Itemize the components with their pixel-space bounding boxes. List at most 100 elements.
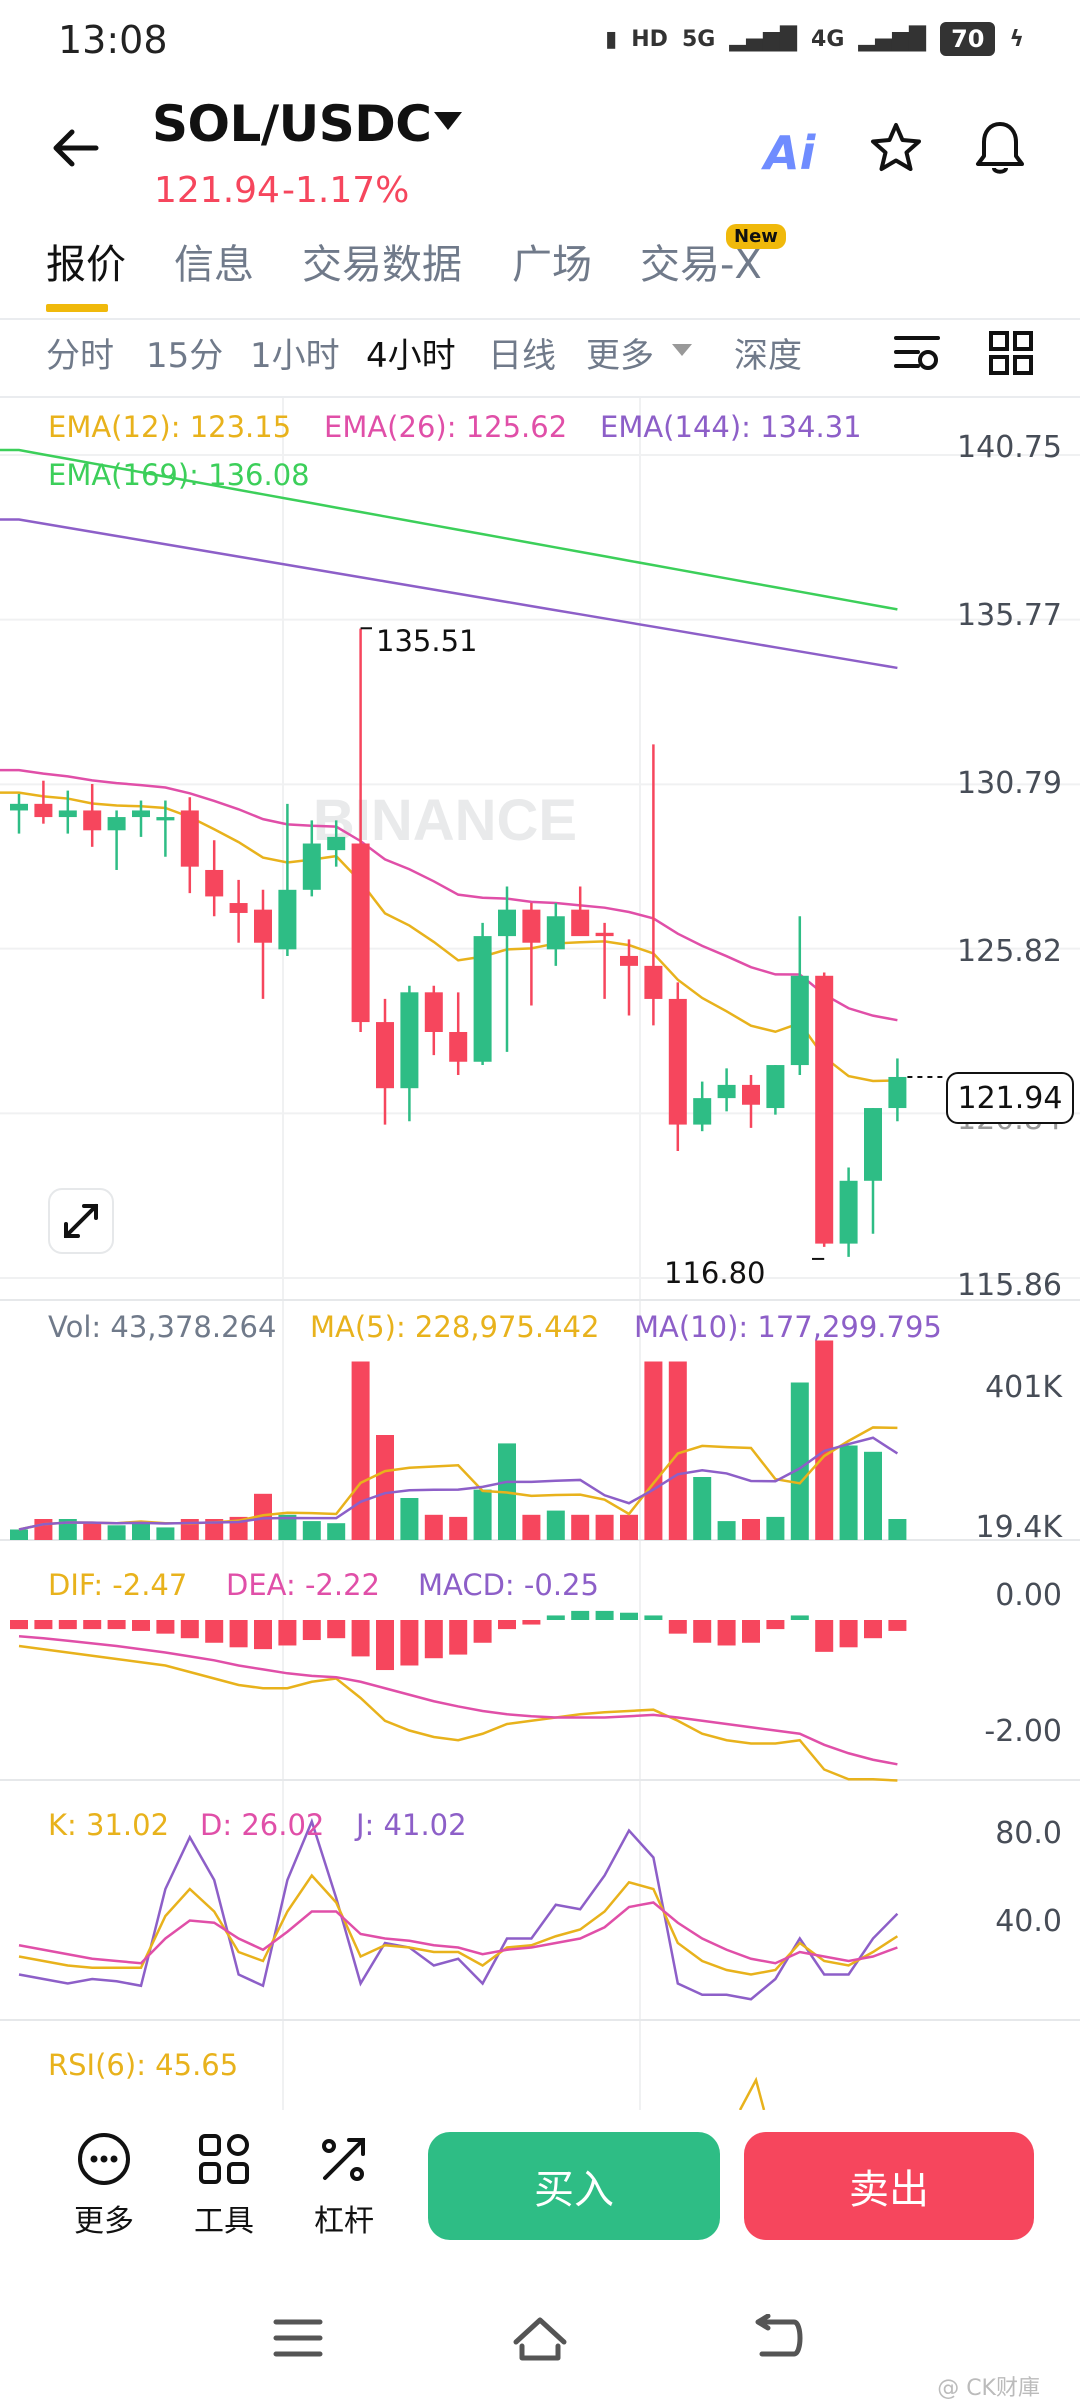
candle-body [229,903,248,913]
macd-bar [278,1620,297,1646]
volume-bar [815,1340,834,1540]
macd-bar [449,1620,468,1655]
ema144-line [0,518,898,670]
volume-bar [546,1510,565,1540]
kline-chart[interactable]: BINANCE [0,398,1080,2110]
macd-value-label: MACD: -0.25 [418,1568,599,1602]
ema26-label: EMA(26): 125.62 [324,410,568,444]
fullscreen-button[interactable] [48,1188,114,1254]
buy-button[interactable]: 买入 [428,2132,720,2240]
candle-body [815,975,834,1244]
ema12-line [0,791,898,1083]
menu-icon[interactable] [272,2316,324,2360]
interval-15m[interactable]: 15分 [146,336,224,376]
candle-body [156,817,175,821]
macd-dea-line [18,1635,898,1766]
macd-bar [693,1620,712,1643]
active-tab-indicator [46,304,108,312]
indicator-settings-icon[interactable] [892,330,942,376]
interval-1h[interactable]: 1小时 [250,336,340,376]
tab-info[interactable]: 信息 [174,242,254,288]
pair-title[interactable]: SOL/USDC [152,95,432,153]
macd-bar [34,1620,53,1630]
macd-bar [351,1620,370,1657]
candle-body [595,932,614,937]
star-icon[interactable] [868,120,924,176]
interval-1d[interactable]: 日线 [488,336,556,376]
volume-bar [595,1514,614,1540]
volume-bar [376,1435,394,1540]
signal-bars-icon: ▂▄▆█ [858,26,927,52]
bell-icon[interactable] [972,118,1028,178]
ema144-label: EMA(144): 134.31 [600,410,862,444]
macd-bar [424,1620,443,1659]
candle-body [498,909,516,937]
tab-quote[interactable]: 报价 [46,242,126,288]
ema26-line [0,768,898,1022]
more-button[interactable]: 更多 [54,2130,154,2240]
candle-body [376,1022,394,1089]
tab-trade-data[interactable]: 交易数据 [302,242,462,288]
candle-body [180,810,199,867]
candle-body [473,936,492,1062]
volume-label: Vol: 43,378.264 [48,1310,277,1344]
macd-bar [132,1620,150,1631]
price-axis-label: 115.86 [957,1268,1062,1303]
macd-bar [83,1620,102,1630]
leverage-label: 杠杆 [314,2204,374,2239]
back-arrow-icon[interactable] [46,118,106,178]
price-axis-label: 135.77 [957,598,1062,633]
home-icon[interactable] [510,2312,570,2364]
tab-square[interactable]: 广场 [512,242,592,288]
volume-bar [571,1514,590,1540]
candle-body [742,1084,760,1105]
interval-4h[interactable]: 4小时 [366,336,456,376]
kdj-axis-label: 80.0 [995,1816,1062,1851]
depth-tab[interactable]: 深度 [734,336,802,376]
volume-bar [644,1361,663,1540]
macd-bar [254,1620,272,1650]
kdj-j-line [18,1817,899,2001]
interval-timeshare[interactable]: 分时 [46,336,114,376]
footer-watermark: @ CK财庫 [937,2376,1040,2400]
volume-bar [254,1493,272,1540]
macd-dea-label: DEA: -2.22 [226,1568,381,1602]
volume-bar [278,1514,297,1540]
macd-bar [766,1620,785,1630]
candle-body [839,1180,858,1244]
current-price-tag: 121.94 [946,1072,1074,1124]
sell-button[interactable]: 卖出 [744,2132,1034,2240]
layout-grid-icon[interactable] [988,330,1034,376]
volume-bar [205,1519,224,1540]
candle-body [34,803,53,818]
macd-bar [644,1615,663,1620]
volume-bar [742,1519,760,1540]
macd-bar [620,1612,638,1620]
more-dropdown-icon[interactable] [672,344,692,356]
tab-trade-x[interactable]: 交易-X [640,242,762,288]
macd-bar [546,1615,565,1620]
kdj-axis-label: 40.0 [995,1904,1062,1939]
kdj-j-label: J: 41.02 [356,1808,467,1842]
candle-body [83,810,102,831]
binance-watermark: BINANCE [313,788,577,853]
macd-bar [327,1620,346,1639]
leverage-button[interactable]: 杠杆 [294,2130,394,2240]
volume-bar [156,1527,175,1540]
volume-axis-label: 19.4K [975,1510,1062,1545]
price-change: -1.17% [282,170,410,211]
candle-body [522,909,541,943]
candle-body [424,992,443,1032]
pair-dropdown-icon[interactable] [434,112,462,130]
ai-icon[interactable]: Ai [764,126,816,180]
macd-bar [302,1620,321,1641]
candle-body [254,909,272,943]
interval-more[interactable]: 更多 [586,336,654,376]
back-icon[interactable] [752,2314,808,2362]
system-nav-bar [0,2290,1080,2400]
divider [0,318,1080,320]
macd-bar [571,1610,590,1620]
volume-bar [424,1514,443,1540]
tools-button[interactable]: 工具 [174,2130,274,2240]
macd-bar [473,1620,492,1643]
